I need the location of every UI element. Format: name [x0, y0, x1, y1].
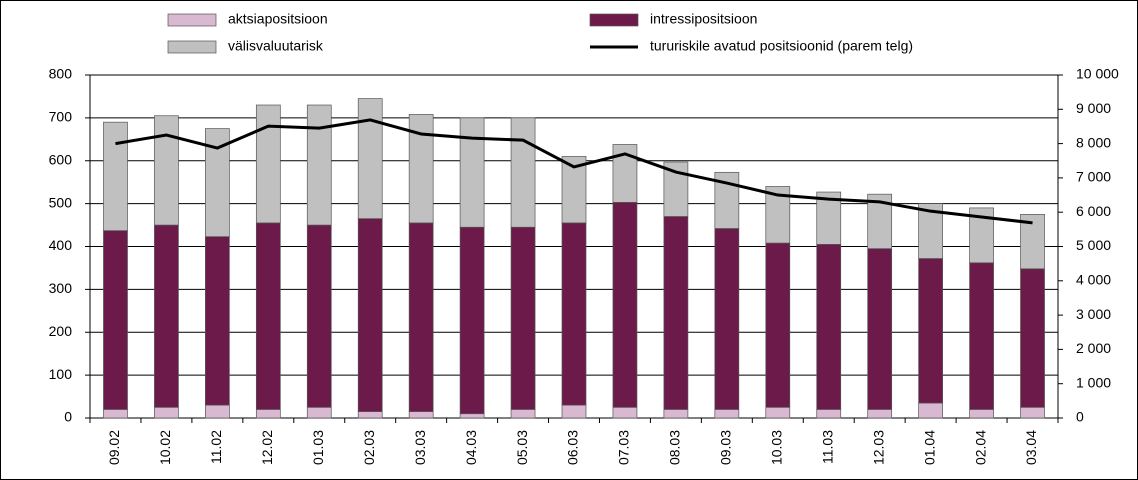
- x-tick-label: 11.02: [208, 430, 224, 464]
- bar-segment: [459, 226, 485, 415]
- legend-label: välisvaluutarisk: [228, 38, 324, 54]
- bar-segment: [714, 228, 740, 410]
- y-tick-label: 300: [49, 280, 73, 296]
- legend-label: tururiskile avatud positsioonid (parem t…: [650, 38, 913, 54]
- bar-segment: [154, 115, 179, 226]
- bar-segment: [103, 409, 128, 419]
- x-tick-label: 09.03: [718, 430, 734, 465]
- x-tick-label: 09.02: [106, 430, 122, 465]
- x-tick-label: 12.03: [870, 430, 886, 465]
- y-tick-label: 600: [49, 151, 73, 167]
- bar-segment: [510, 117, 536, 228]
- bar-segment: [459, 117, 485, 228]
- bar-segment: [1020, 268, 1045, 408]
- legend-swatch: [167, 40, 217, 54]
- bar-segment: [714, 409, 740, 419]
- bar-segment: [306, 104, 332, 226]
- bar-segment: [205, 404, 230, 419]
- bar-segment: [969, 409, 994, 419]
- bar-segment: [154, 406, 179, 419]
- bar-segment: [357, 411, 383, 419]
- bar-segment: [154, 224, 179, 408]
- bar-segment: [357, 218, 383, 412]
- y2-tick-label: 4 000: [1076, 272, 1111, 288]
- bar-segment: [255, 104, 281, 224]
- bar-segment: [1020, 406, 1045, 419]
- bar-segment: [306, 406, 332, 419]
- x-tick-label: 07.03: [616, 430, 632, 465]
- x-tick-label: 12.02: [259, 430, 275, 465]
- bar-segment: [255, 409, 281, 419]
- bar-segment: [867, 409, 893, 419]
- x-tick-label: 10.03: [768, 430, 784, 465]
- x-tick-label: 11.03: [819, 430, 835, 464]
- bar-segment: [510, 226, 536, 410]
- legend-label: aktsiapositsioon: [228, 11, 328, 27]
- legend-label: intressipositsioon: [650, 11, 757, 27]
- y-tick-label: 200: [49, 323, 73, 339]
- bar-segment: [612, 201, 638, 408]
- x-tick-label: 10.02: [157, 430, 173, 465]
- x-tick-label: 01.04: [921, 430, 937, 465]
- bar-segment: [408, 411, 434, 419]
- y2-tick-label: 1 000: [1076, 374, 1111, 390]
- y2-tick-label: 6 000: [1076, 203, 1111, 219]
- bar-segment: [510, 409, 536, 419]
- y2-tick-label: 0: [1076, 409, 1084, 425]
- line-series: [115, 118, 1033, 225]
- x-tick-label: 02.03: [361, 430, 377, 465]
- x-tick-label: 02.04: [972, 430, 988, 465]
- bar-segment: [918, 258, 943, 404]
- y2-tick-label: 2 000: [1076, 340, 1111, 356]
- x-tick-label: 08.03: [667, 430, 683, 465]
- y-tick-label: 700: [49, 109, 73, 125]
- legend-swatch: [167, 13, 217, 27]
- y2-tick-label: 10 000: [1076, 66, 1119, 82]
- y-tick-label: 0: [64, 409, 72, 425]
- bar-segment: [918, 402, 943, 419]
- bar-segment: [408, 222, 434, 412]
- x-tick-label: 04.03: [463, 430, 479, 465]
- y2-tick-label: 5 000: [1076, 237, 1111, 253]
- y-tick-label: 800: [49, 66, 73, 82]
- y-tick-label: 100: [49, 366, 73, 382]
- bar-segment: [205, 236, 230, 406]
- bar-segment: [816, 409, 842, 419]
- y2-tick-label: 9 000: [1076, 100, 1111, 116]
- x-tick-label: 06.03: [565, 430, 581, 465]
- bar-segment: [459, 413, 485, 419]
- y2-tick-label: 7 000: [1076, 169, 1111, 185]
- bar-segment: [969, 262, 994, 410]
- bar-segment: [765, 242, 791, 408]
- y-tick-label: 400: [49, 237, 73, 253]
- x-tick-label: 01.03: [310, 430, 326, 465]
- bar-segment: [612, 406, 638, 419]
- bar-segment: [561, 404, 587, 419]
- bar-segment: [103, 121, 128, 231]
- y2-tick-label: 3 000: [1076, 306, 1111, 322]
- bar-segment: [663, 409, 689, 419]
- x-tick-label: 03.03: [412, 430, 428, 465]
- legend-swatch: [589, 13, 639, 27]
- bar-segment: [103, 230, 128, 410]
- bar-segment: [663, 216, 689, 410]
- bar-segment: [816, 244, 842, 410]
- bar-segment: [765, 406, 791, 419]
- x-tick-label: 05.03: [514, 430, 530, 465]
- bar-segment: [255, 222, 281, 410]
- x-tick-label: 03.04: [1023, 430, 1039, 465]
- y-tick-label: 500: [49, 194, 73, 210]
- y2-tick-label: 8 000: [1076, 134, 1111, 150]
- bar-segment: [867, 248, 893, 410]
- bar-segment: [561, 222, 587, 406]
- bar-segment: [306, 224, 332, 408]
- bar-segment: [357, 98, 383, 219]
